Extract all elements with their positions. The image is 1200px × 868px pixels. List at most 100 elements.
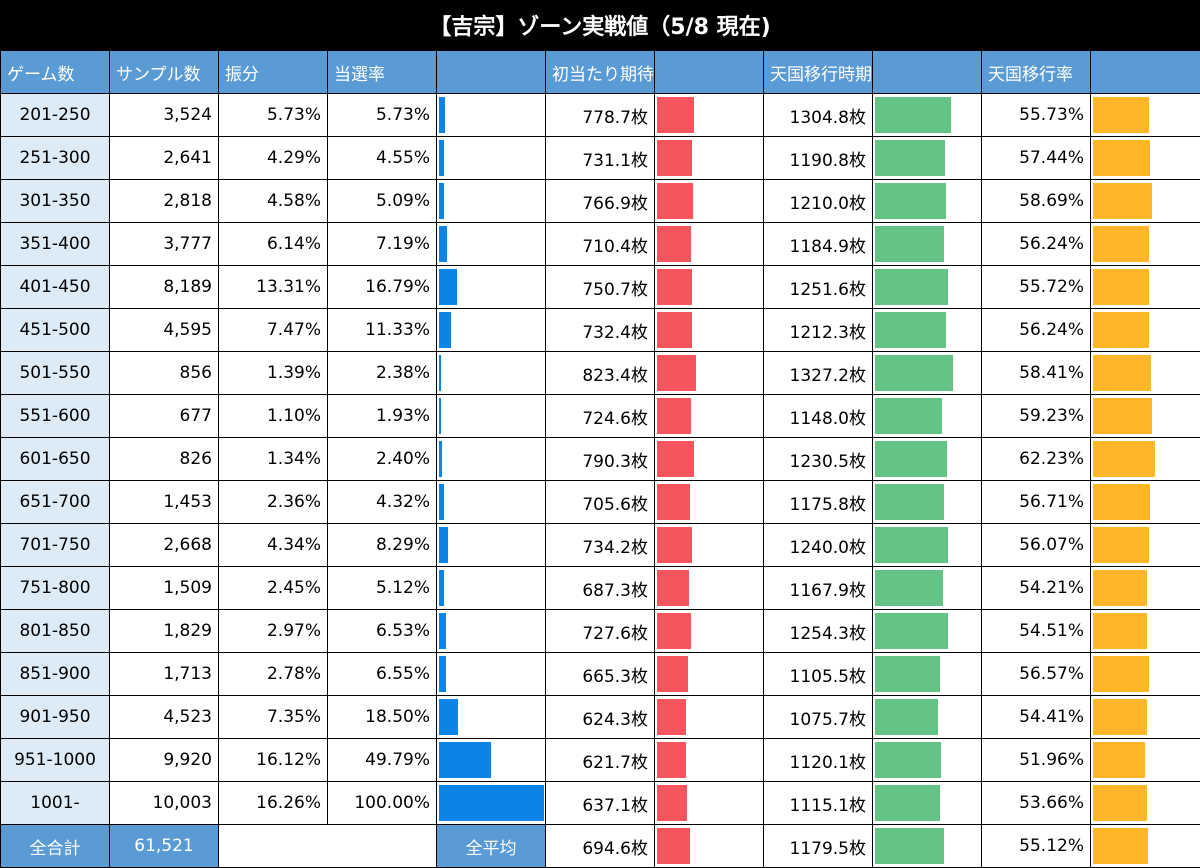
heaven-bar (875, 97, 951, 133)
hit-rate-bar (439, 785, 544, 821)
page-title: 【吉宗】ゾーン実戦値（5/8 現在) (0, 0, 1200, 50)
first-hit-bar (657, 97, 694, 133)
heaven-rate-bar (1093, 183, 1152, 219)
first-hit-bar (657, 484, 690, 520)
hit-rate: 2.38% (328, 352, 437, 395)
header-game-count: ゲーム数 (1, 51, 110, 94)
heaven-rate-bar-cell (1091, 438, 1200, 481)
zone-label: 551-600 (1, 395, 110, 438)
heaven-bar-cell (873, 352, 982, 395)
heaven-bar-cell (873, 266, 982, 309)
first-hit-expected: 823.4枚 (546, 352, 655, 395)
heaven-rate: 54.41% (982, 696, 1091, 739)
heaven-rate: 62.23% (982, 438, 1091, 481)
average-heaven-expected: 1179.5枚 (764, 825, 873, 868)
header-distribution: 振分 (219, 51, 328, 94)
hit-rate-bar-cell (437, 653, 546, 696)
heaven-rate-bar (1093, 484, 1150, 520)
first-hit-expected: 705.6枚 (546, 481, 655, 524)
first-hit-expected: 621.7枚 (546, 739, 655, 782)
heaven-bar-cell (873, 94, 982, 137)
heaven-rate: 54.51% (982, 610, 1091, 653)
heaven-bar (875, 656, 940, 692)
heaven-rate-bar-cell (1091, 395, 1200, 438)
heaven-rate-bar-cell (1091, 524, 1200, 567)
first-hit-bar (657, 613, 691, 649)
first-hit-expected: 727.6枚 (546, 610, 655, 653)
heaven-bar (875, 570, 943, 606)
heaven-bar-cell (873, 395, 982, 438)
distribution: 2.78% (219, 653, 328, 696)
zone-label: 701-750 (1, 524, 110, 567)
heaven-rate-bar (1093, 656, 1149, 692)
heaven-bar (875, 269, 948, 305)
header-first-hit-expected: 初当たり期待枚数 (546, 51, 655, 94)
hit-rate: 8.29% (328, 524, 437, 567)
heaven-expected: 1251.6枚 (764, 266, 873, 309)
sample-count: 1,829 (110, 610, 219, 653)
heaven-bar (875, 441, 947, 477)
heaven-rate-bar-cell (1091, 94, 1200, 137)
hit-rate: 18.50% (328, 696, 437, 739)
hit-rate: 4.55% (328, 137, 437, 180)
hit-rate-bar-cell (437, 567, 546, 610)
hit-rate: 16.79% (328, 266, 437, 309)
heaven-rate: 56.57% (982, 653, 1091, 696)
distribution: 7.35% (219, 696, 328, 739)
heaven-rate: 56.24% (982, 223, 1091, 266)
heaven-expected: 1105.5枚 (764, 653, 873, 696)
first-hit-bar-cell (655, 481, 764, 524)
heaven-rate: 56.07% (982, 524, 1091, 567)
first-hit-expected: 710.4枚 (546, 223, 655, 266)
heaven-rate-bar-cell (1091, 739, 1200, 782)
distribution: 2.97% (219, 610, 328, 653)
header-heaven-expected: 天国移行時期待枚数 (764, 51, 873, 94)
first-hit-expected: 624.3枚 (546, 696, 655, 739)
first-hit-bar-cell (655, 94, 764, 137)
hit-rate: 11.33% (328, 309, 437, 352)
hit-rate-bar-cell (437, 524, 546, 567)
heaven-rate-bar (1093, 398, 1152, 434)
hit-rate-bar (439, 613, 446, 649)
heaven-expected: 1240.0枚 (764, 524, 873, 567)
header-row: ゲーム数サンプル数振分当選率初当たり期待枚数天国移行時期待枚数天国移行率 (1, 51, 1200, 94)
first-hit-expected: 778.7枚 (546, 94, 655, 137)
average-first-hit: 694.6枚 (546, 825, 655, 868)
zone-label: 601-650 (1, 438, 110, 481)
average-label: 全平均 (437, 825, 546, 868)
zone-label: 401-450 (1, 266, 110, 309)
hit-rate-bar (439, 527, 448, 563)
average-heaven-bar (875, 828, 944, 864)
header-heaven-rate-bar (1091, 51, 1200, 94)
distribution: 1.10% (219, 395, 328, 438)
sample-count: 856 (110, 352, 219, 395)
heaven-expected: 1075.7枚 (764, 696, 873, 739)
distribution: 13.31% (219, 266, 328, 309)
first-hit-expected: 665.3枚 (546, 653, 655, 696)
heaven-rate-bar-cell (1091, 696, 1200, 739)
distribution: 4.34% (219, 524, 328, 567)
hit-rate-bar-cell (437, 481, 546, 524)
zone-label: 251-300 (1, 137, 110, 180)
distribution: 6.14% (219, 223, 328, 266)
heaven-rate-bar (1093, 742, 1145, 778)
hit-rate: 4.32% (328, 481, 437, 524)
hit-rate: 7.19% (328, 223, 437, 266)
first-hit-bar (657, 355, 696, 391)
hit-rate-bar-cell (437, 137, 546, 180)
heaven-bar (875, 527, 948, 563)
heaven-bar (875, 398, 942, 434)
heaven-expected: 1254.3枚 (764, 610, 873, 653)
heaven-bar-cell (873, 309, 982, 352)
heaven-expected: 1304.8枚 (764, 94, 873, 137)
distribution: 5.73% (219, 94, 328, 137)
zone-label: 851-900 (1, 653, 110, 696)
zone-stats-table: ゲーム数サンプル数振分当選率初当たり期待枚数天国移行時期待枚数天国移行率201-… (0, 50, 1200, 868)
